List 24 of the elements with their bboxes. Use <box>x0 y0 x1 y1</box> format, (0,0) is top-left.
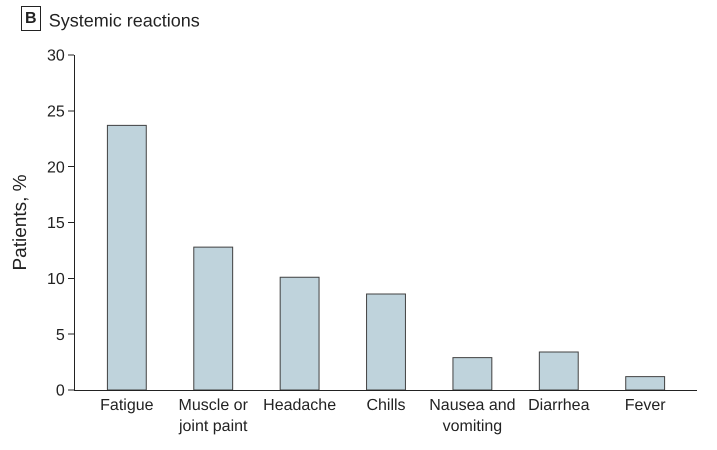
bar <box>538 352 579 390</box>
x-tick-label: Diarrhea <box>528 397 590 414</box>
x-tick-label: Muscle or joint paint <box>178 397 249 435</box>
x-tick-label: Headache <box>263 397 336 414</box>
x-tick-label: Fatigue <box>100 397 154 414</box>
y-tick-label: 0 <box>56 382 65 400</box>
x-tick-label: Chills <box>366 397 406 414</box>
y-tick-label: 30 <box>47 48 65 65</box>
text: B <box>25 10 37 27</box>
bar <box>280 276 320 390</box>
x-tick-label: Nausea and vomiting <box>429 397 516 435</box>
bar <box>106 124 147 390</box>
bar <box>625 376 666 390</box>
y-tick-label: 25 <box>47 103 65 120</box>
y-tick-label: 20 <box>47 159 65 176</box>
y-tick-label: 5 <box>56 326 65 344</box>
x-tick-label: Fever <box>624 397 666 414</box>
y-tick-label: 15 <box>47 215 65 232</box>
bar <box>193 246 234 390</box>
y-tick-label: 10 <box>47 270 65 288</box>
chart-title: Systemic reactions <box>48 10 200 31</box>
bar <box>452 357 492 390</box>
y-axis-title: Patients, % <box>10 174 31 271</box>
bar <box>366 293 406 390</box>
